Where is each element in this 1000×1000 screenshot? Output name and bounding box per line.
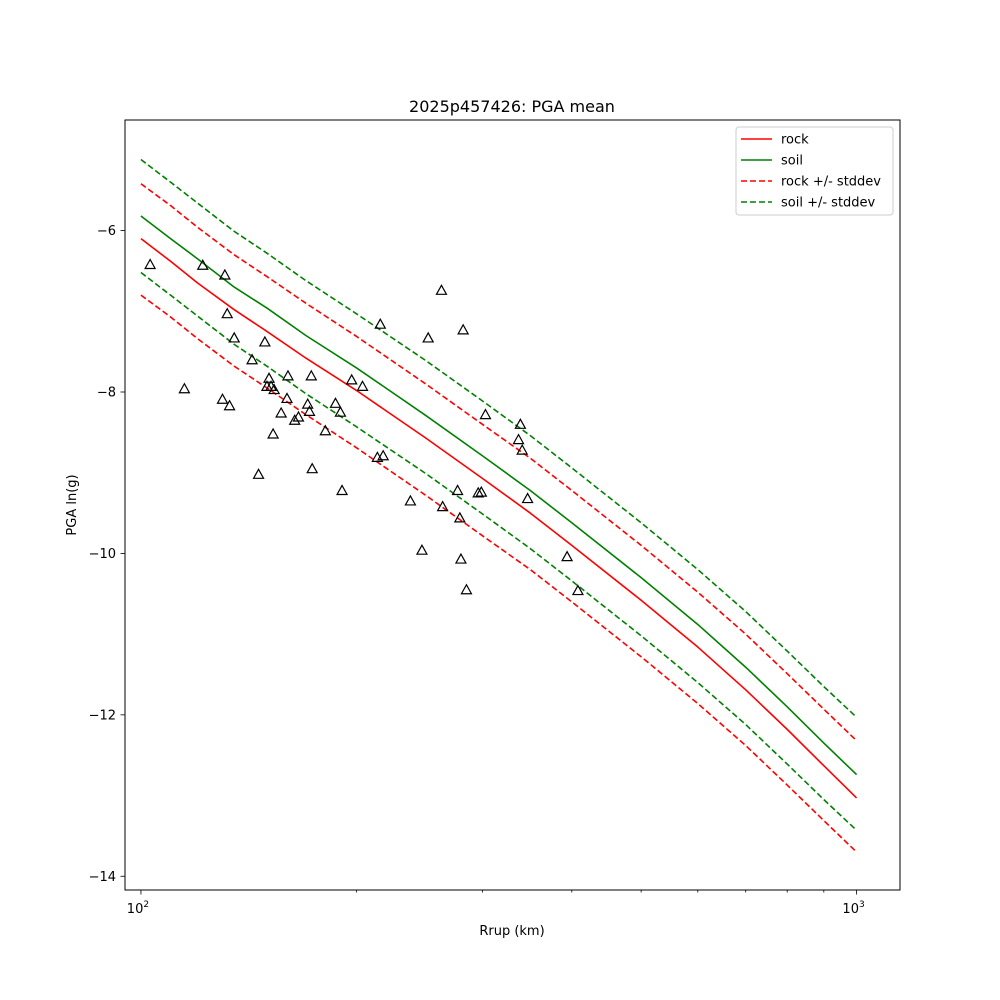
observation-marker-19 xyxy=(288,414,301,425)
x-tick-label-exponent: 3 xyxy=(859,900,865,910)
legend-box xyxy=(735,126,894,216)
observation-marker-23 xyxy=(305,369,318,381)
observation-marker-40 xyxy=(453,511,466,523)
observation-marker-36 xyxy=(422,331,435,343)
observation-marker-7 xyxy=(228,331,241,343)
y-tick-label-0: −6 xyxy=(97,224,116,239)
observation-marker-43 xyxy=(460,583,473,595)
observation-marker-4 xyxy=(218,268,231,280)
observation-marker-38 xyxy=(436,500,449,512)
y-tick-label-2: −10 xyxy=(89,547,116,562)
x-tick-label-exponent: 2 xyxy=(143,900,149,910)
observation-marker-39 xyxy=(451,484,464,496)
observation-marker-35 xyxy=(415,543,428,555)
observation-marker-50 xyxy=(521,492,534,504)
observation-marker-51 xyxy=(561,550,574,562)
observation-marker-10 xyxy=(258,335,271,347)
observation-marker-6 xyxy=(223,399,236,411)
series-line-1 xyxy=(140,215,858,776)
observation-marker-42 xyxy=(457,323,470,335)
observation-marker-37 xyxy=(435,284,448,295)
observation-marker-25 xyxy=(319,424,332,436)
series-line-4 xyxy=(140,158,858,718)
observation-marker-18 xyxy=(281,369,294,381)
chart-title: 2025p457426: PGA mean xyxy=(409,97,615,116)
x-tick-label-1: 103 xyxy=(842,900,864,917)
observation-marker-32 xyxy=(374,317,387,329)
series-line-2 xyxy=(140,183,858,742)
x-tick-label-base: 10 xyxy=(127,902,144,917)
series-line-3 xyxy=(140,294,858,853)
observation-marker-22 xyxy=(303,405,316,416)
observation-marker-26 xyxy=(329,397,342,408)
observation-marker-29 xyxy=(345,373,358,385)
y-tick-label-4: −14 xyxy=(89,870,116,885)
observation-marker-30 xyxy=(356,380,369,391)
observation-marker-2 xyxy=(196,259,209,270)
observation-marker-46 xyxy=(479,408,492,420)
observation-marker-14 xyxy=(267,427,280,439)
axes-frame xyxy=(124,119,901,891)
observation-marker-45 xyxy=(475,485,488,497)
observation-marker-47 xyxy=(512,433,525,445)
observation-marker-28 xyxy=(336,484,349,496)
y-axis: −6 −8 −10 −12 −14 xyxy=(89,224,125,885)
x-axis: 102 103 xyxy=(127,890,865,917)
legend-label-2: rock +/- stddev xyxy=(781,175,881,190)
observation-marker-41 xyxy=(454,552,467,564)
observation-marker-20 xyxy=(292,410,305,422)
observation-marker-34 xyxy=(404,494,417,506)
observation-marker-52 xyxy=(571,584,584,596)
observation-marker-17 xyxy=(280,392,294,404)
y-tick-label-1: −8 xyxy=(97,386,116,401)
x-tick-label-base: 10 xyxy=(842,902,859,917)
observation-marker-44 xyxy=(472,486,485,498)
observation-marker-3 xyxy=(216,393,229,404)
legend-label-0: rock xyxy=(781,133,809,148)
legend: rock soil rock +/- stddev soil +/- stddev xyxy=(735,126,894,216)
observation-marker-33 xyxy=(377,449,390,461)
legend-label-1: soil xyxy=(781,154,803,169)
x-axis-label: Rrup (km) xyxy=(479,924,544,939)
observation-marker-49 xyxy=(516,443,529,455)
legend-label-4: soil +/- stddev xyxy=(781,196,876,211)
y-tick-label-3: −12 xyxy=(89,708,116,723)
observation-marker-24 xyxy=(306,462,319,474)
observation-marker-21 xyxy=(301,397,314,409)
observation-marker-12 xyxy=(263,372,276,383)
observation-marker-15 xyxy=(268,383,281,395)
observation-marker-16 xyxy=(275,406,288,418)
series-line-0 xyxy=(140,238,858,799)
observation-marker-0 xyxy=(144,258,157,270)
observation-marker-5 xyxy=(221,307,234,319)
plot-area xyxy=(140,158,858,853)
x-tick-label-0: 102 xyxy=(127,900,149,917)
observation-marker-1 xyxy=(178,382,191,394)
observation-marker-9 xyxy=(252,468,265,479)
observation-marker-8 xyxy=(246,353,259,365)
observation-marker-27 xyxy=(334,405,347,417)
observation-marker-48 xyxy=(514,418,527,429)
series-line-5 xyxy=(140,271,858,831)
y-axis-label: PGA ln(g) xyxy=(65,474,80,535)
